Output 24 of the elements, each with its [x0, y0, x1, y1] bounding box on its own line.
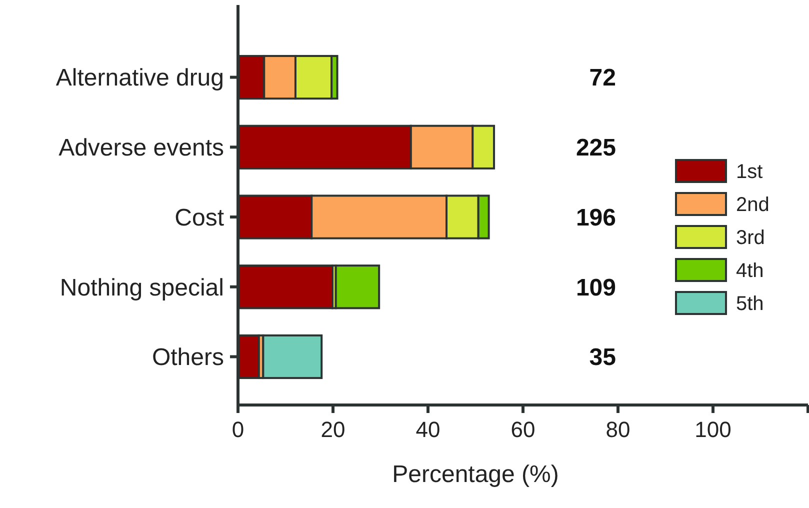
- legend-label: 3rd: [736, 227, 765, 249]
- annotation: 109: [576, 274, 616, 302]
- x-tick-label: 0: [232, 417, 244, 442]
- legend-label: 4th: [736, 260, 764, 282]
- legend-label: 2nd: [736, 194, 770, 216]
- annotation: 35: [589, 344, 616, 372]
- y-tick-label: Cost: [174, 204, 224, 232]
- y-tick-label: Adverse events: [58, 134, 224, 162]
- x-tick-label: 20: [320, 417, 346, 442]
- x-tick-label: 40: [416, 417, 440, 442]
- legend-label: 1st: [736, 161, 764, 183]
- y-tick-label: Others: [152, 344, 224, 372]
- x-tick-label: 60: [510, 417, 536, 442]
- annotation: 225: [576, 134, 616, 162]
- x-axis-title: Percentage (%): [392, 461, 559, 488]
- x-tick-label: 80: [606, 417, 630, 442]
- x-tick-label: 100: [694, 417, 732, 442]
- y-tick-label: Nothing special: [60, 274, 224, 302]
- annotation: 72: [589, 64, 616, 92]
- legend-label: 5th: [736, 293, 764, 315]
- bar: [334, 264, 380, 310]
- bar: [262, 334, 323, 380]
- annotation: 196: [576, 204, 616, 232]
- y-tick-label: Alternative drug: [56, 64, 224, 92]
